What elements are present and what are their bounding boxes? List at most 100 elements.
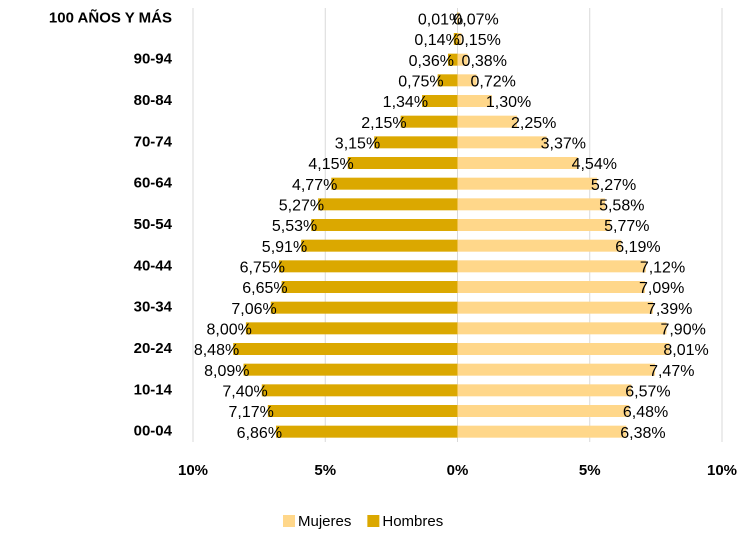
bar [301,239,458,252]
bar [457,136,547,149]
value-label: 7,47% [649,363,694,380]
bar [270,301,458,314]
value-label: 6,38% [620,425,665,442]
bar [457,281,646,293]
bar [457,260,646,273]
bar [457,12,460,25]
value-label: 0,07% [453,12,498,29]
bar [457,301,653,314]
bar [437,74,458,87]
value-label: 8,09% [204,363,249,380]
bar [243,363,458,376]
value-label: 0,36% [409,53,454,70]
value-label: 0,72% [471,74,516,91]
value-label: 8,00% [207,322,252,339]
bar [457,95,492,107]
value-label: 6,75% [240,260,285,277]
value-label: 0,38% [462,53,507,70]
bar [457,74,477,87]
value-label: 6,19% [615,239,660,256]
y-tick-label: 40-44 [134,257,173,274]
bar [457,53,468,66]
bar [457,157,578,169]
y-tick-label: 70-74 [134,133,173,150]
y-tick-label: 90-94 [134,51,173,68]
value-label: 7,06% [231,301,276,318]
value-label: 7,09% [639,280,684,297]
value-label: 0,75% [398,74,443,91]
value-label: 5,27% [279,198,324,215]
value-label: 6,86% [237,425,282,442]
value-label: 4,15% [308,156,353,173]
value-label: 0,14% [414,32,459,49]
x-tick-label: 10% [707,462,737,479]
bar [374,136,458,149]
bar [457,198,606,211]
legend-swatch [367,515,380,527]
bar [400,115,458,128]
y-tick-label: 80-84 [134,92,173,109]
y-tick-label: 30-34 [134,299,173,316]
value-label: 7,17% [228,404,273,421]
value-label: 6,57% [625,384,670,401]
x-tick-label: 5% [314,462,336,479]
bar [318,198,458,211]
bar [457,384,632,397]
bar [457,115,518,128]
value-label: 1,34% [383,94,428,111]
value-label: 6,48% [623,404,668,421]
bar [422,95,458,107]
y-tick-label: 50-54 [134,216,173,233]
value-label: 5,91% [262,239,307,256]
value-label: 7,40% [222,384,267,401]
value-label: 8,48% [194,342,239,359]
bar [457,322,667,335]
value-label: 0,01% [418,12,463,29]
bar [457,363,656,376]
bar [233,343,458,355]
bar [453,33,458,45]
value-label: 6,65% [242,280,287,297]
bar [311,219,458,231]
legend-swatch [283,515,295,527]
value-label: 4,77% [292,177,337,194]
x-tick-label: 5% [579,462,601,479]
bar [276,425,458,438]
value-label: 8,01% [663,342,708,359]
bar [447,53,458,66]
bar [347,157,458,169]
value-label: 5,58% [599,198,644,215]
value-label: 4,54% [572,156,617,173]
bar [457,239,622,252]
value-label: 7,39% [647,301,692,318]
bar [457,343,670,355]
bar [457,177,597,190]
legend-label: Hombres [382,513,443,530]
bar [245,322,458,335]
y-tick-label: 60-64 [134,175,173,192]
y-tick-label: 20-24 [134,340,173,357]
bar [457,405,629,417]
y-tick-label: 100 AÑOS Y MÁS [49,8,172,26]
y-tick-label: 10-14 [134,381,173,398]
value-label: 2,15% [361,115,406,132]
y-tick-label: 00-04 [134,423,173,440]
legend-label: Mujeres [298,513,351,530]
bar [267,405,458,417]
bar [281,281,458,293]
value-label: 0,15% [455,32,500,49]
value-label: 5,53% [272,218,317,235]
value-label: 3,15% [335,136,380,153]
value-label: 7,12% [640,260,685,277]
bar [457,33,462,45]
value-label: 5,27% [591,177,636,194]
bar [278,260,458,273]
value-label: 3,37% [541,136,586,153]
bar [457,425,627,438]
value-label: 5,77% [604,218,649,235]
x-tick-label: 10% [178,462,208,479]
x-tick-label: 0% [447,462,469,479]
value-label: 1,30% [486,94,531,111]
bar [457,219,611,231]
